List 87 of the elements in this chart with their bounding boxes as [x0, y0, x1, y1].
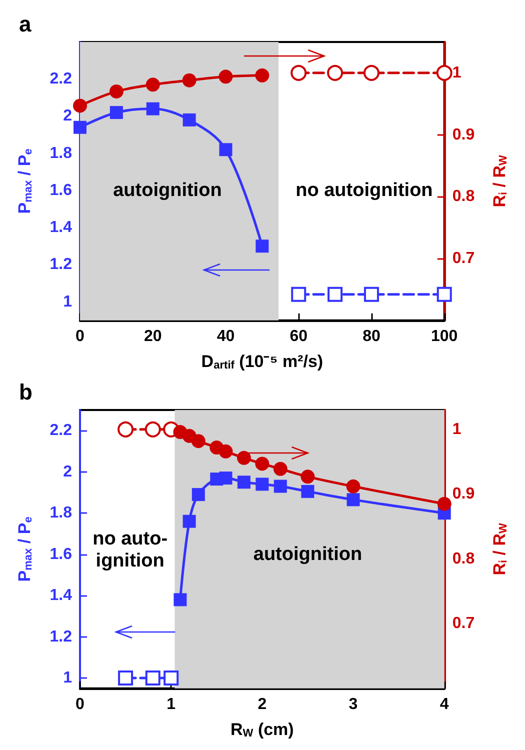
point	[218, 444, 233, 458]
point	[291, 286, 306, 302]
y2-tick-label: 1	[452, 64, 462, 82]
x-tick-label: 20	[144, 328, 162, 345]
point	[144, 421, 161, 438]
point	[109, 84, 124, 98]
y-tick-label: 2.2	[50, 422, 72, 440]
point	[436, 64, 452, 81]
y2-tick-label: 1	[452, 420, 462, 438]
point	[146, 102, 160, 116]
point	[118, 421, 134, 438]
point	[237, 476, 250, 489]
annotation: no auto- ignition	[92, 528, 168, 572]
point	[182, 113, 196, 126]
y-tick-label: 2	[63, 108, 72, 125]
point	[219, 143, 232, 156]
x-axis-title: Dartif (10⁻⁵ m²/s)	[201, 352, 324, 372]
y-tick-label: 1.2	[50, 628, 72, 646]
y2-tick-label: 0.8	[452, 188, 475, 206]
point	[327, 64, 344, 81]
x-tick-label: 100	[431, 328, 458, 345]
y2-tick-label: 0.7	[452, 250, 475, 267]
point	[290, 64, 307, 81]
x-tick-label: 0	[76, 328, 85, 345]
y-tick-label: 2.2	[50, 70, 72, 88]
y-tick-label: 1	[63, 670, 72, 687]
point	[437, 496, 452, 511]
point	[301, 484, 314, 498]
point	[256, 478, 269, 491]
x-tick-label: 3	[348, 696, 358, 713]
point	[174, 593, 187, 606]
x-axis-title: RW (cm)	[230, 720, 294, 740]
point	[255, 68, 270, 82]
annotation: autoignition	[113, 180, 222, 201]
point	[436, 286, 452, 302]
y-tick-label: 1.2	[50, 256, 72, 274]
y-tick-label: 1.8	[50, 144, 72, 162]
point	[145, 670, 160, 686]
y2-tick-label: 0.9	[452, 126, 475, 144]
point	[191, 434, 206, 448]
point	[363, 64, 380, 81]
chart-title: a	[19, 12, 32, 36]
y2-axis-title: Ri / RW	[490, 154, 510, 208]
x-tick-label: 80	[362, 328, 380, 345]
y-tick-label: 1.4	[50, 219, 72, 236]
point	[364, 286, 379, 302]
chart-title: b	[19, 380, 32, 404]
point	[73, 98, 87, 113]
point	[74, 120, 86, 134]
annotation: no autoignition	[296, 180, 433, 201]
annotation: autoignition	[253, 544, 362, 565]
y-tick-label: 1.4	[50, 587, 72, 604]
point	[182, 73, 196, 88]
y-tick-label: 2	[63, 463, 72, 480]
x-tick-label: 2	[258, 696, 267, 713]
point	[182, 514, 196, 528]
y-tick-label: 1	[63, 293, 72, 310]
x-tick-label: 1	[166, 696, 176, 713]
point	[300, 470, 315, 484]
point	[273, 462, 288, 476]
x-tick-label: 0	[76, 696, 85, 713]
y2-tick-label: 0.7	[452, 615, 475, 632]
y-axis-title: Pmax / Pe	[15, 516, 34, 582]
point	[255, 456, 270, 471]
point	[218, 70, 233, 84]
point	[346, 493, 360, 506]
y-axis-title: Pmax / Pe	[15, 148, 34, 214]
y2-tick-label: 0.8	[452, 550, 475, 568]
point	[256, 240, 269, 253]
point	[274, 480, 287, 493]
point	[192, 488, 205, 502]
y2-tick-label: 0.9	[452, 486, 475, 503]
point	[164, 670, 179, 686]
point	[346, 479, 360, 494]
x-tick-label: 60	[290, 328, 308, 345]
point	[219, 472, 232, 485]
y-tick-label: 1.8	[50, 504, 72, 522]
point	[118, 670, 134, 686]
y-tick-label: 1.6	[50, 182, 72, 199]
x-tick-label: 40	[216, 328, 235, 345]
point	[328, 286, 343, 302]
point	[236, 450, 251, 465]
point	[110, 106, 123, 120]
x-tick-label: 4	[440, 696, 449, 713]
point	[146, 78, 160, 92]
y2-axis-title: Ri / RW	[490, 522, 510, 576]
y-tick-label: 1.6	[50, 546, 72, 563]
